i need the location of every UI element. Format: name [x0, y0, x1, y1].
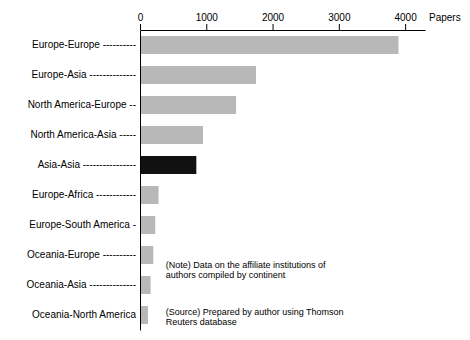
y-tick-label: Asia-Asia ---------------- — [38, 159, 136, 170]
y-tick-label: Europe-Africa ------------ — [32, 189, 136, 200]
x-tick-mark — [140, 24, 141, 30]
x-tick: 3000 — [328, 12, 351, 30]
annotation-line: authors compiled by continent — [166, 270, 286, 280]
bar — [140, 36, 398, 54]
y-tick: Europe-Europe ---------- — [32, 39, 140, 50]
y-axis: Oceania-North America Oceania-Asia ------… — [27, 31, 141, 331]
x-tick-label: 0 — [138, 12, 144, 23]
x-axis: 0 1000 2000 3000 4000 — [138, 12, 426, 31]
annotation: (Note) Data on the affiliate institution… — [166, 260, 326, 280]
y-tick: Oceania-North America — [32, 309, 140, 320]
y-tick: North America-Europe -- — [28, 99, 140, 110]
x-tick: 2000 — [262, 12, 285, 30]
x-tick-label: 1000 — [196, 12, 219, 23]
y-tick-label: Europe-South America - — [29, 219, 136, 230]
x-tick-mark — [339, 24, 340, 30]
y-tick-label: Oceania-Asia -------------- — [27, 279, 136, 290]
bar — [140, 276, 151, 294]
y-tick-label: Europe-Asia -------------- — [32, 69, 136, 80]
y-tick-label: North America-Asia ----- — [30, 129, 136, 140]
chart: 01000200030004000Oceania-North AmericaOc… — [0, 0, 470, 340]
bar — [140, 186, 159, 204]
x-tick-mark — [206, 24, 207, 30]
bar — [140, 216, 155, 234]
y-tick: Europe-Asia -------------- — [32, 69, 140, 80]
x-tick-label: 4000 — [394, 12, 417, 23]
y-axis-line — [140, 31, 141, 331]
y-tick: Europe-Africa ------------ — [32, 189, 140, 200]
bar — [140, 96, 236, 114]
x-tick: 0 — [138, 12, 144, 30]
x-axis-label: Papers — [429, 12, 461, 23]
y-tick-label: Europe-Europe ---------- — [32, 39, 136, 50]
y-tick-label: North America-Europe -- — [28, 99, 136, 110]
x-tick-label: 3000 — [328, 12, 351, 23]
y-tick-label: Oceania-Europe ---------- — [27, 249, 136, 260]
y-tick: North America-Asia ----- — [30, 129, 140, 140]
annotation-line: (Source) Prepared by author using Thomso… — [166, 307, 344, 317]
bar — [140, 306, 148, 324]
y-tick: Europe-South America - — [29, 219, 140, 230]
bar — [140, 246, 153, 264]
y-tick: Oceania-Asia -------------- — [27, 279, 140, 290]
annotation: (Source) Prepared by author using Thomso… — [166, 307, 344, 327]
x-tick-mark — [405, 24, 406, 30]
bars — [140, 36, 398, 324]
x-tick-label: 2000 — [262, 12, 285, 23]
bar — [140, 66, 256, 84]
annotation-line: Reuters database — [166, 317, 237, 327]
y-tick-label: Oceania-North America — [32, 309, 136, 320]
x-tick-mark — [273, 24, 274, 30]
y-tick: Oceania-Europe ---------- — [27, 249, 140, 260]
plot: 01000200030004000Oceania-North AmericaOc… — [27, 12, 461, 331]
x-tick: 4000 — [394, 12, 417, 30]
x-axis-line — [141, 30, 426, 31]
x-tick: 1000 — [196, 12, 219, 30]
y-tick: Asia-Asia ---------------- — [38, 159, 140, 170]
annotation-line: (Note) Data on the affiliate institution… — [166, 260, 326, 270]
bar — [140, 156, 196, 174]
bar — [140, 126, 203, 144]
